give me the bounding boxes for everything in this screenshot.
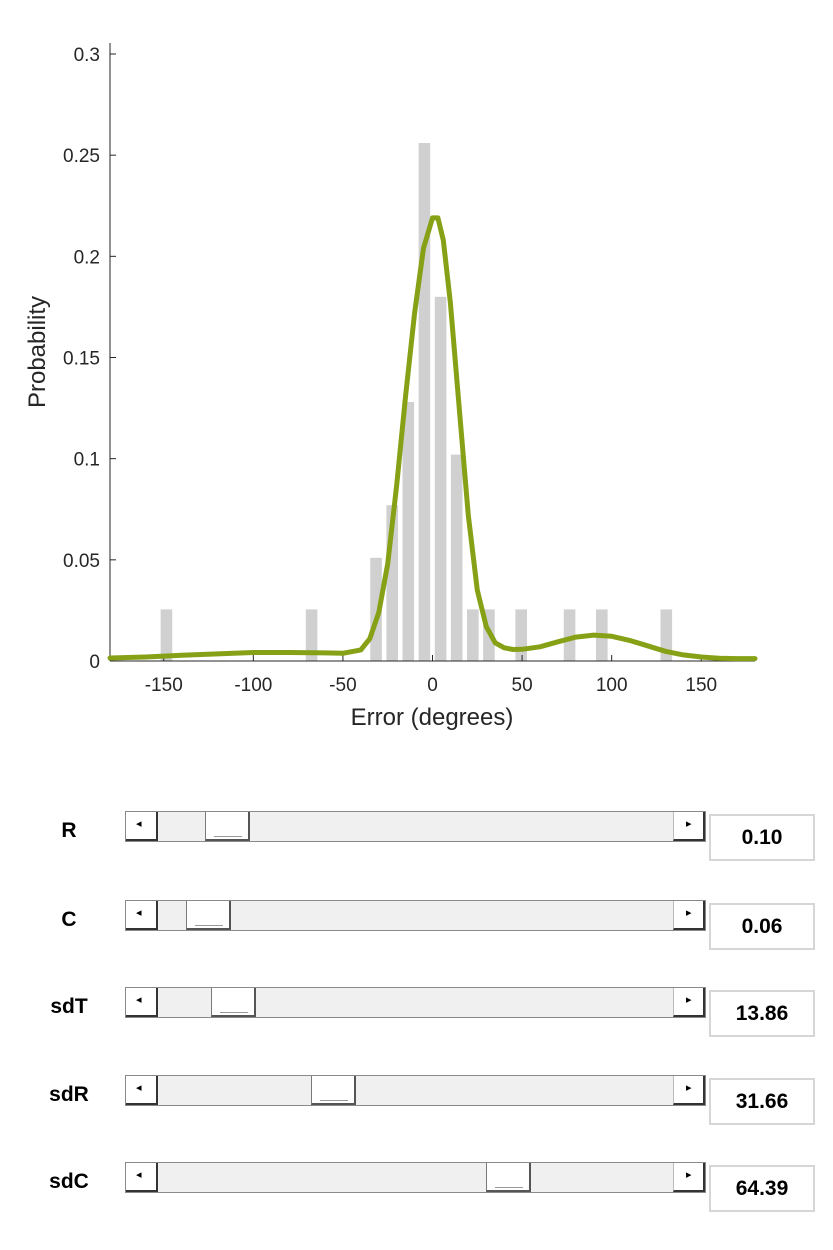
control-row-sdc: sdC ◂ ▸ 64.39: [0, 1162, 833, 1222]
y-tick-label: 0.2: [74, 247, 100, 268]
param-label: sdT: [50, 995, 88, 1018]
x-tick-label: 50: [512, 675, 533, 696]
left-arrow-icon: ◂: [136, 994, 142, 1006]
slider-right-arrow-button[interactable]: ▸: [673, 1163, 705, 1192]
param-value-box[interactable]: 0.06: [709, 903, 815, 950]
right-arrow-icon: ▸: [686, 1082, 692, 1094]
histogram-bar: [660, 609, 673, 661]
y-tick-label: 0.3: [74, 45, 100, 66]
right-arrow-icon: ▸: [686, 818, 692, 830]
control-row-sdr: sdR ◂ ▸ 31.66: [0, 1075, 833, 1135]
slider-left-arrow-button[interactable]: ◂: [126, 1076, 158, 1105]
param-label: R: [61, 819, 77, 842]
histogram-bar: [305, 609, 318, 661]
x-tick-label: -50: [329, 675, 356, 696]
histogram-bar: [386, 505, 398, 661]
right-arrow-icon: ▸: [686, 1169, 692, 1181]
histogram-bar: [160, 609, 173, 661]
y-tick-label: 0.15: [63, 349, 100, 370]
y-ticks: 0 0.05 0.1 0.15 0.2 0.25 0.3: [63, 45, 116, 673]
chart: -150 -100 -50 0 50 100 150 0 0.05 0.1 0.15 0.2 0.25…: [24, 43, 758, 731]
slider-thumb[interactable]: [205, 812, 251, 841]
x-tick-label: -150: [145, 675, 183, 696]
slider-left-arrow-button[interactable]: ◂: [126, 901, 158, 930]
histogram-bar: [370, 557, 382, 661]
param-value-box[interactable]: 0.10: [709, 814, 815, 861]
histogram-bar: [434, 296, 447, 661]
y-tick-label: 0.25: [63, 146, 100, 167]
param-slider[interactable]: ◂ ▸: [125, 1162, 706, 1193]
left-arrow-icon: ◂: [136, 1082, 142, 1094]
x-ticks: -150 -100 -50 0 50 100 150: [145, 655, 717, 696]
y-tick-label: 0.1: [74, 450, 100, 471]
x-tick-label: 100: [596, 675, 628, 696]
slider-left-arrow-button[interactable]: ◂: [126, 1163, 158, 1192]
slider-right-arrow-button[interactable]: ▸: [673, 812, 705, 841]
param-slider[interactable]: ◂ ▸: [125, 987, 706, 1018]
param-slider[interactable]: ◂ ▸: [125, 900, 706, 931]
slider-right-arrow-button[interactable]: ▸: [673, 1076, 705, 1105]
y-axis-title: Probability: [24, 296, 51, 408]
param-slider[interactable]: ◂ ▸: [125, 1075, 706, 1106]
slider-thumb[interactable]: [485, 1163, 531, 1192]
left-arrow-icon: ◂: [136, 907, 142, 919]
left-arrow-icon: ◂: [136, 1169, 142, 1181]
histogram-bar: [418, 143, 431, 661]
right-arrow-icon: ▸: [686, 907, 692, 919]
histogram-bar: [515, 609, 527, 661]
control-row-r: R ◂ ▸ 0.10: [0, 811, 833, 871]
axes: [109, 43, 755, 662]
y-tick-label: 0: [89, 652, 100, 673]
control-row-c: C ◂ ▸ 0.06: [0, 900, 833, 960]
x-axis-title: Error (degrees): [351, 704, 514, 731]
slider-left-arrow-button[interactable]: ◂: [126, 812, 158, 841]
param-value-box[interactable]: 64.39: [709, 1165, 815, 1212]
param-label: sdR: [49, 1083, 89, 1106]
slider-thumb[interactable]: [310, 1076, 356, 1105]
param-slider[interactable]: ◂ ▸: [125, 811, 706, 842]
y-tick-label: 0.05: [63, 551, 100, 572]
param-label: sdC: [49, 1170, 89, 1193]
histogram-bars: [160, 143, 673, 661]
histogram-bar: [450, 454, 463, 661]
slider-thumb[interactable]: [186, 901, 232, 930]
right-arrow-icon: ▸: [686, 994, 692, 1006]
param-value-box[interactable]: 31.66: [709, 1078, 815, 1125]
model-fit-line: [107, 215, 758, 662]
histogram-bar: [402, 402, 415, 661]
control-row-sdt: sdT ◂ ▸ 13.86: [0, 987, 833, 1047]
x-tick-label: 150: [685, 675, 717, 696]
x-tick-label: -100: [234, 675, 272, 696]
left-arrow-icon: ◂: [136, 818, 142, 830]
x-tick-label: 0: [427, 675, 438, 696]
slider-right-arrow-button[interactable]: ▸: [673, 901, 705, 930]
param-label: C: [61, 908, 77, 931]
histogram-bar: [467, 609, 479, 661]
slider-right-arrow-button[interactable]: ▸: [673, 988, 705, 1017]
param-value-box[interactable]: 13.86: [709, 990, 815, 1037]
slider-left-arrow-button[interactable]: ◂: [126, 988, 158, 1017]
histogram-bar: [563, 609, 576, 661]
slider-thumb[interactable]: [211, 988, 257, 1017]
